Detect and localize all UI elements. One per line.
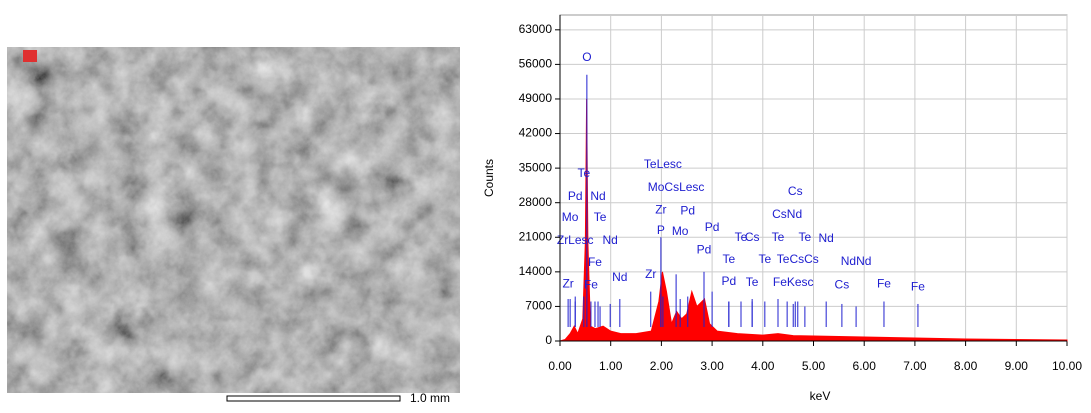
x-tick-label: 9.00 bbox=[1005, 359, 1029, 373]
micrograph: 1.0 mm bbox=[7, 47, 460, 405]
scale-bar bbox=[226, 395, 401, 402]
peak-label: MoCsLesc bbox=[648, 180, 705, 194]
peak-label: Fe bbox=[911, 279, 925, 293]
peak-label: CsNd bbox=[772, 207, 802, 221]
x-tick-label: 2.00 bbox=[650, 359, 674, 373]
peak-label: FeKesc bbox=[773, 275, 814, 289]
x-tick-label: 3.00 bbox=[700, 359, 724, 373]
y-tick-label: 49000 bbox=[519, 91, 553, 105]
peak-label: Fe bbox=[584, 277, 598, 291]
peak-label: Te bbox=[772, 230, 785, 244]
y-tick-label: 42000 bbox=[519, 126, 553, 140]
peak-label: Te bbox=[735, 230, 748, 244]
peak-label: Zr bbox=[655, 202, 666, 216]
x-tick-label: 1.00 bbox=[599, 359, 623, 373]
peak-label: NdNd bbox=[841, 254, 872, 268]
peak-label: Fe bbox=[588, 255, 602, 269]
peak-label: Te bbox=[799, 230, 812, 244]
y-tick-label: 63000 bbox=[519, 22, 553, 36]
x-tick-label: 7.00 bbox=[903, 359, 927, 373]
y-tick-label: 7000 bbox=[525, 299, 552, 313]
peak-label: Mo bbox=[562, 210, 579, 224]
peak-label: Pd bbox=[705, 220, 720, 234]
peak-label: P bbox=[657, 223, 665, 237]
peak-label: Nd bbox=[612, 270, 627, 284]
x-tick-label: 5.00 bbox=[802, 359, 826, 373]
peak-label: Pd bbox=[697, 242, 712, 256]
sem-texture bbox=[7, 47, 460, 393]
peak-label: Mo bbox=[672, 224, 689, 238]
peak-label: Cs bbox=[788, 184, 803, 198]
x-tick-label: 6.00 bbox=[853, 359, 877, 373]
peak-label: Zr bbox=[645, 267, 656, 281]
spectrum bbox=[559, 98, 1068, 342]
peak-label: TeCsCs bbox=[777, 252, 819, 266]
x-tick-label: 0.00 bbox=[548, 359, 572, 373]
peak-label: Pd bbox=[721, 274, 736, 288]
peak-label: Pd bbox=[568, 189, 583, 203]
peak-label: Fe bbox=[877, 276, 891, 290]
peak-label: Nd bbox=[590, 189, 605, 203]
peak-label: Nd bbox=[819, 231, 834, 245]
peak-label: Cs bbox=[835, 277, 850, 291]
y-tick-label: 35000 bbox=[519, 160, 553, 174]
peak-label: Te bbox=[758, 252, 771, 266]
peak-label: TeLesc bbox=[644, 157, 682, 171]
y-tick-label: 21000 bbox=[519, 229, 553, 243]
x-tick-label: 8.00 bbox=[954, 359, 978, 373]
y-axis-label: Counts bbox=[482, 159, 496, 197]
y-tick-label: 56000 bbox=[519, 57, 553, 71]
y-tick-label: 28000 bbox=[519, 195, 553, 209]
peak-label: Te bbox=[594, 210, 607, 224]
x-tick-label: 10.00 bbox=[1052, 359, 1082, 373]
peak-label: Zr bbox=[562, 276, 573, 290]
icon bbox=[23, 50, 37, 62]
peak-label: Te bbox=[722, 252, 735, 266]
y-tick-label: 0 bbox=[545, 333, 552, 347]
scale-label: 1.0 mm bbox=[410, 391, 450, 405]
peak-label: Cs bbox=[745, 230, 760, 244]
x-axis-label: keV bbox=[810, 389, 831, 403]
peak-label: Te bbox=[746, 275, 759, 289]
peak-label: Te bbox=[577, 166, 590, 180]
peak-label: ZrLesc bbox=[557, 233, 594, 247]
peak-label: Nd bbox=[603, 233, 618, 247]
chart: keV Counts 0 7000 14000 21000 28000 35000 4200… bbox=[482, 14, 1082, 403]
peak-label: O bbox=[582, 50, 591, 64]
y-tick-label: 14000 bbox=[519, 264, 553, 278]
peak-label: Pd bbox=[680, 203, 695, 217]
x-tick-label: 4.00 bbox=[751, 359, 775, 373]
